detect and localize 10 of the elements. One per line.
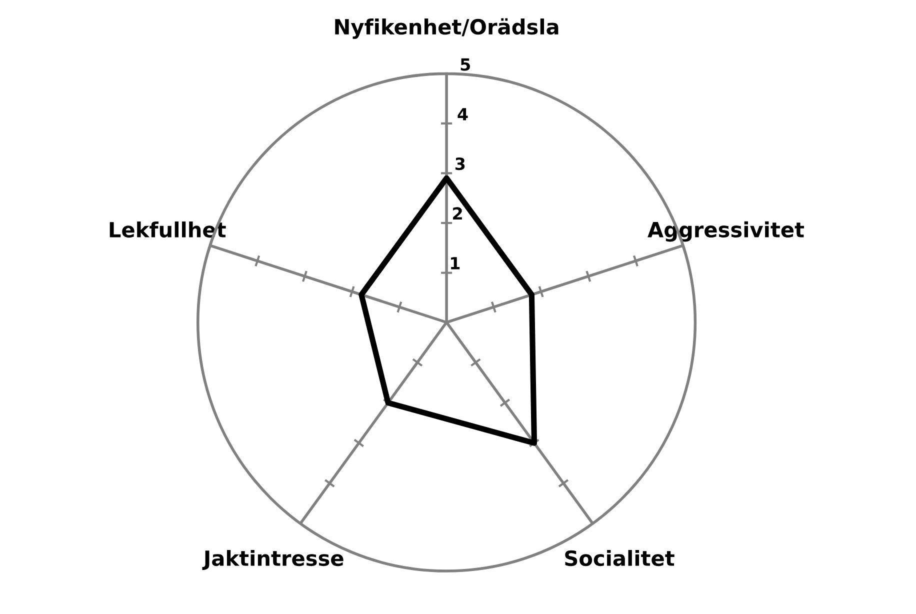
y-tick-label: 2 <box>453 207 462 220</box>
spoke-label: Jaktintresse <box>202 550 344 570</box>
y-tick-label: 5 <box>460 58 470 71</box>
y-tick-label: 3 <box>455 158 465 170</box>
spoke-label: Lekfullhet <box>110 221 226 238</box>
spoke-label: Aggressivitet <box>648 221 804 242</box>
y-tick-label: 4 <box>458 108 468 120</box>
y-tick-label: 1 <box>451 257 460 270</box>
spoke-label: Nyfikenhet/Orädsla <box>335 18 558 39</box>
spoke-label: Socialitet <box>565 550 674 566</box>
